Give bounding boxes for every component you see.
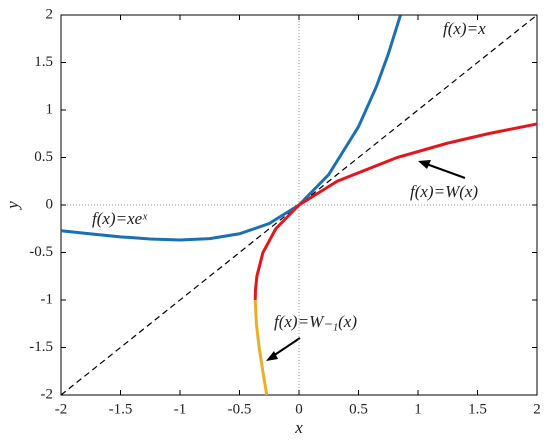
series-label: f(x)=W(x) — [410, 182, 478, 201]
x-tick-label: 2 — [533, 401, 541, 417]
x-tick-label: 1 — [414, 401, 422, 417]
plot-frame — [60, 14, 538, 396]
y-tick-label: -2 — [41, 386, 54, 402]
y-tick-label: -1 — [41, 291, 54, 307]
y-tick-label: -1.5 — [29, 339, 53, 355]
arrow-head — [418, 160, 431, 169]
y-tick-label: 0 — [46, 196, 54, 212]
series-line — [60, 14, 402, 242]
x-tick-label: -2 — [55, 401, 68, 417]
series-line — [253, 122, 538, 301]
y-tick-label: 1 — [46, 101, 54, 117]
x-tick-label: 1.5 — [468, 401, 487, 417]
arrow-head — [266, 351, 278, 361]
x-tick-label: -0.5 — [228, 401, 252, 417]
x-tick-label: -1 — [174, 401, 187, 417]
series-label: f(x)=x — [443, 19, 486, 38]
y-axis-label: y — [3, 201, 22, 211]
series-label: f(x)=xeˣ — [92, 209, 148, 228]
y-tick-label: -0.5 — [29, 244, 53, 260]
y-tick-label: 0.5 — [34, 149, 53, 165]
x-tick-label: 0 — [295, 401, 303, 417]
series-line — [253, 299, 269, 396]
series-label: f(x)=W₋₁(x) — [274, 312, 357, 331]
x-tick-label: -1.5 — [109, 401, 133, 417]
y-tick-label: 2 — [46, 6, 54, 22]
x-tick-label: 0.5 — [349, 401, 368, 417]
x-axis-label: x — [294, 418, 303, 437]
y-tick-label: 1.5 — [34, 54, 53, 70]
